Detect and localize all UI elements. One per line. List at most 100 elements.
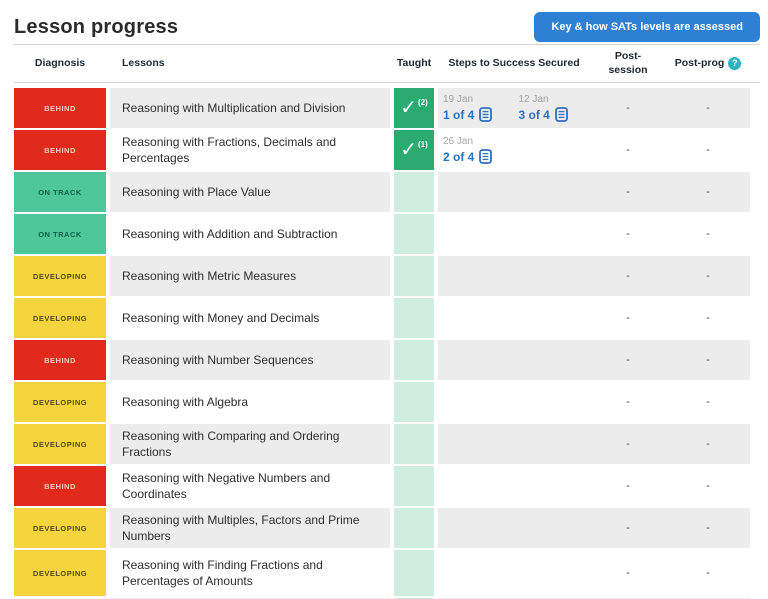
step-entry: 19 Jan 1 of 4	[443, 94, 515, 122]
diagnosis-badge: BEHIND	[44, 103, 76, 113]
table-row: BEHIND Reasoning with Negative Numbers a…	[14, 466, 760, 506]
table-row: BEHIND Reasoning with Multiplication and…	[14, 88, 760, 128]
steps-cell	[438, 466, 590, 506]
taught-cell	[394, 382, 434, 422]
diagnosis-badge: DEVELOPING	[32, 568, 88, 578]
table-row: BEHIND Reasoning with Number Sequences -…	[14, 340, 760, 380]
step-secured-label: 1 of 4	[443, 107, 475, 122]
table-header-row: Diagnosis Lessons Taught Steps to Succes…	[14, 45, 760, 83]
diagnosis-badge: DEVELOPING	[32, 313, 88, 323]
diagnosis-cell: ON TRACK	[14, 214, 106, 254]
step-date: 12 Jan	[518, 94, 549, 105]
taught-cell	[394, 466, 434, 506]
table-row: ON TRACK Reasoning with Place Value - -	[14, 172, 760, 212]
post-session-value: -	[590, 424, 666, 464]
taught-cell: ✓ (1)	[394, 130, 434, 170]
steps-cell	[438, 382, 590, 422]
taught-check-icon: ✓	[400, 97, 417, 119]
steps-cell: 19 Jan 1 of 4 12 Jan 3 of 4	[438, 88, 590, 128]
diagnosis-cell: BEHIND	[14, 340, 106, 380]
lesson-name: Reasoning with Place Value	[110, 172, 390, 212]
diagnosis-badge: ON TRACK	[38, 187, 82, 197]
post-session-value: -	[590, 382, 666, 422]
post-session-value: -	[590, 130, 666, 170]
post-session-value: -	[590, 172, 666, 212]
steps-cell: 26 Jan 2 of 4	[438, 130, 590, 170]
taught-cell	[394, 214, 434, 254]
post-session-value: -	[590, 340, 666, 380]
lesson-name: Reasoning with Multiples, Factors and Pr…	[110, 508, 390, 548]
steps-cell	[438, 256, 590, 296]
column-header-post-session: Post-session	[608, 50, 648, 76]
diagnosis-badge: DEVELOPING	[32, 439, 88, 449]
step-entry: 26 Jan 2 of 4	[443, 136, 519, 164]
steps-doc-icon	[479, 149, 493, 164]
taught-cell	[394, 340, 434, 380]
steps-cell	[438, 298, 590, 338]
taught-cell	[394, 550, 434, 596]
table-row: DEVELOPING Reasoning with Multiples, Fac…	[14, 508, 760, 548]
page-title: Lesson progress	[14, 15, 179, 38]
post-prog-value: -	[666, 256, 750, 296]
diagnosis-badge: DEVELOPING	[32, 397, 88, 407]
post-session-value: -	[590, 298, 666, 338]
taught-check-icon: ✓	[400, 139, 417, 161]
lesson-name: Reasoning with Fractions, Decimals and P…	[110, 130, 390, 170]
step-secured-link[interactable]: 1 of 4	[443, 107, 515, 122]
taught-cell: ✓ (2)	[394, 88, 434, 128]
lesson-name: Reasoning with Metric Measures	[110, 256, 390, 296]
diagnosis-cell: BEHIND	[14, 130, 106, 170]
lesson-name: Reasoning with Multiplication and Divisi…	[110, 88, 390, 128]
step-secured-label: 3 of 4	[518, 107, 550, 122]
table-row: BEHIND Reasoning with Fractions, Decimal…	[14, 130, 760, 170]
table-row: DEVELOPING Reasoning with Metric Measure…	[14, 256, 760, 296]
step-secured-link[interactable]: 3 of 4	[519, 107, 591, 122]
post-session-value: -	[590, 466, 666, 506]
diagnosis-cell: DEVELOPING	[14, 424, 106, 464]
help-icon[interactable]: ?	[728, 57, 742, 70]
key-sats-levels-button[interactable]: Key & how SATs levels are assessed	[534, 12, 760, 42]
step-secured-link[interactable]: 2 of 4	[443, 149, 519, 164]
post-prog-value: -	[666, 298, 750, 338]
taught-cell	[394, 172, 434, 212]
post-prog-value: -	[666, 340, 750, 380]
post-prog-value: -	[666, 88, 750, 128]
step-secured-label: 2 of 4	[443, 149, 475, 164]
diagnosis-badge: DEVELOPING	[32, 271, 88, 281]
taught-cell	[394, 508, 434, 548]
diagnosis-badge: ON TRACK	[38, 229, 82, 239]
diagnosis-cell: BEHIND	[14, 466, 106, 506]
post-prog-value: -	[666, 382, 750, 422]
header-divider	[14, 44, 760, 45]
steps-cell	[438, 172, 590, 212]
column-header-taught: Taught	[396, 56, 432, 69]
post-prog-value: -	[666, 172, 750, 212]
lesson-name: Reasoning with Algebra	[110, 382, 390, 422]
taught-cell	[394, 256, 434, 296]
diagnosis-badge: BEHIND	[44, 355, 76, 365]
steps-cell	[438, 340, 590, 380]
diagnosis-cell: ON TRACK	[14, 172, 106, 212]
post-prog-value: -	[666, 424, 750, 464]
step-entry: 12 Jan 3 of 4	[519, 94, 591, 122]
lesson-name: Reasoning with Negative Numbers and Coor…	[110, 466, 390, 506]
taught-cell	[394, 298, 434, 338]
post-session-value: -	[590, 256, 666, 296]
steps-cell	[438, 214, 590, 254]
lesson-name: Reasoning with Money and Decimals	[110, 298, 390, 338]
post-prog-value: -	[666, 130, 750, 170]
table-row: DEVELOPING Reasoning with Finding Fracti…	[14, 550, 760, 596]
step-date: 26 Jan	[443, 136, 474, 147]
lesson-name: Reasoning with Comparing and Ordering Fr…	[110, 424, 390, 464]
diagnosis-badge: BEHIND	[44, 481, 76, 491]
table-row: DEVELOPING Reasoning with Algebra - -	[14, 382, 760, 422]
column-header-steps: Steps to Success Secured	[448, 56, 580, 69]
page-header: Lesson progress Key & how SATs levels ar…	[14, 0, 760, 44]
column-header-post-prog: Post-prog ?	[666, 57, 750, 70]
table-row: ON TRACK Reasoning with Addition and Sub…	[14, 214, 760, 254]
post-session-value: -	[590, 88, 666, 128]
post-prog-value: -	[666, 508, 750, 548]
lesson-name: Reasoning with Number Sequences	[110, 340, 390, 380]
steps-cell	[438, 424, 590, 464]
